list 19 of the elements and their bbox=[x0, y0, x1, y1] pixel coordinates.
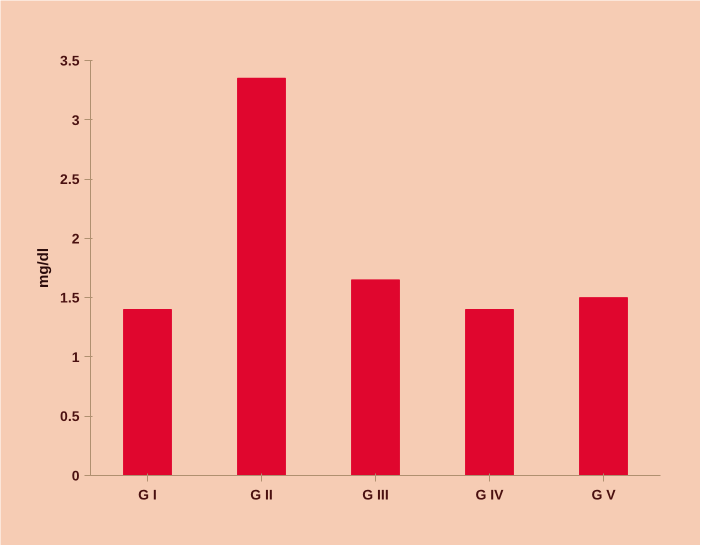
bar bbox=[579, 297, 628, 476]
x-tick-label: G I bbox=[138, 486, 157, 502]
y-axis-title: mg/dl bbox=[35, 248, 52, 288]
x-tick-label: G IV bbox=[475, 486, 504, 502]
bar bbox=[465, 309, 514, 476]
x-tick-label: G III bbox=[362, 486, 389, 502]
bar bbox=[237, 78, 286, 476]
y-tick-label: 2 bbox=[72, 230, 80, 246]
x-tick-label: G II bbox=[250, 486, 273, 502]
y-tick-label: 1.5 bbox=[60, 290, 80, 306]
y-tick-label: 2.5 bbox=[60, 171, 80, 188]
y-tick-label: 3 bbox=[72, 112, 80, 128]
y-tick-label: 0.5 bbox=[60, 408, 80, 424]
y-tick-label: 1 bbox=[72, 348, 80, 365]
bar bbox=[351, 279, 400, 476]
bar bbox=[123, 309, 172, 476]
y-tick-label: 0 bbox=[72, 468, 80, 484]
y-tick-label: 3.5 bbox=[60, 52, 80, 68]
x-tick-label: G V bbox=[591, 486, 616, 502]
